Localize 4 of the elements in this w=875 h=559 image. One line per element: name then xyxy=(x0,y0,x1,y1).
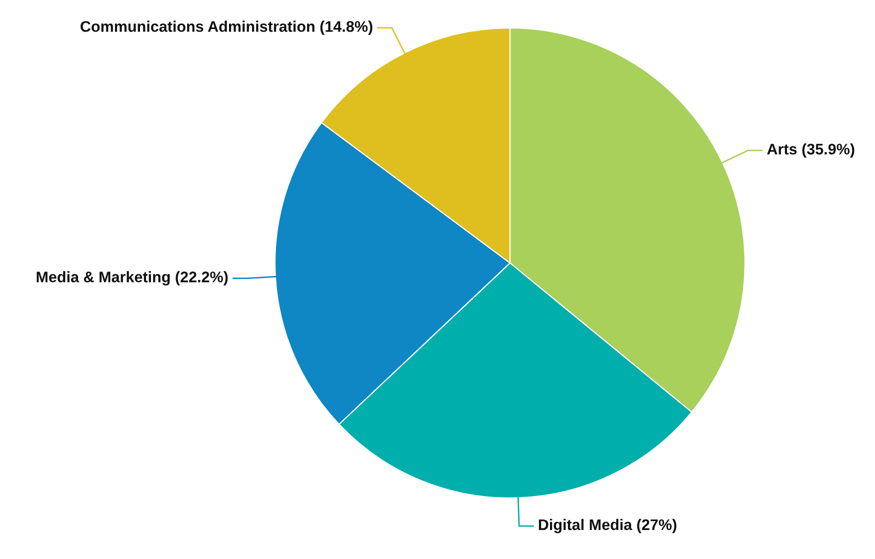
slice-label: Media & Marketing (22.2%) xyxy=(36,271,228,286)
slice-label: Communications Administration (14.8%) xyxy=(80,20,372,35)
slice-label: Digital Media (27%) xyxy=(538,518,676,534)
slice-label: Arts (35.9%) xyxy=(767,143,854,158)
